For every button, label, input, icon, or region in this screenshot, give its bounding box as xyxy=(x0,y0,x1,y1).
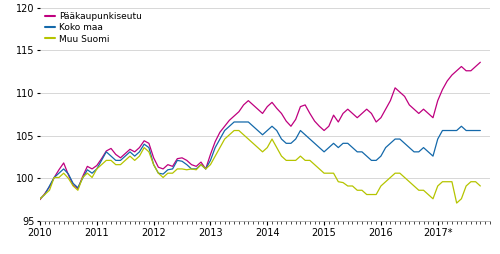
Muu Suomi xyxy=(373,193,379,196)
Muu Suomi xyxy=(307,159,313,162)
Muu Suomi xyxy=(37,197,43,200)
Pääkaupunkiseutu xyxy=(478,61,484,64)
Line: Muu Suomi: Muu Suomi xyxy=(40,131,480,203)
Legend: Pääkaupunkiseutu, Koko maa, Muu Suomi: Pääkaupunkiseutu, Koko maa, Muu Suomi xyxy=(44,12,142,44)
Muu Suomi xyxy=(113,163,119,166)
Muu Suomi xyxy=(454,201,460,204)
Pääkaupunkiseutu xyxy=(37,198,43,201)
Koko maa xyxy=(113,159,119,162)
Pääkaupunkiseutu xyxy=(302,103,308,106)
Muu Suomi xyxy=(478,184,484,187)
Muu Suomi xyxy=(222,137,228,140)
Koko maa xyxy=(373,159,379,162)
Line: Koko maa: Koko maa xyxy=(40,122,480,199)
Koko maa xyxy=(150,163,156,166)
Pääkaupunkiseutu xyxy=(222,125,228,128)
Muu Suomi xyxy=(231,129,237,132)
Muu Suomi xyxy=(208,163,214,166)
Koko maa xyxy=(478,129,484,132)
Koko maa xyxy=(222,129,228,132)
Koko maa xyxy=(208,159,214,162)
Koko maa xyxy=(231,120,237,123)
Muu Suomi xyxy=(150,163,156,166)
Pääkaupunkiseutu xyxy=(150,156,156,159)
Line: Pääkaupunkiseutu: Pääkaupunkiseutu xyxy=(40,62,480,200)
Pääkaupunkiseutu xyxy=(208,153,214,156)
Pääkaupunkiseutu xyxy=(113,153,119,156)
Koko maa xyxy=(37,197,43,200)
Koko maa xyxy=(307,137,313,140)
Pääkaupunkiseutu xyxy=(368,112,374,115)
